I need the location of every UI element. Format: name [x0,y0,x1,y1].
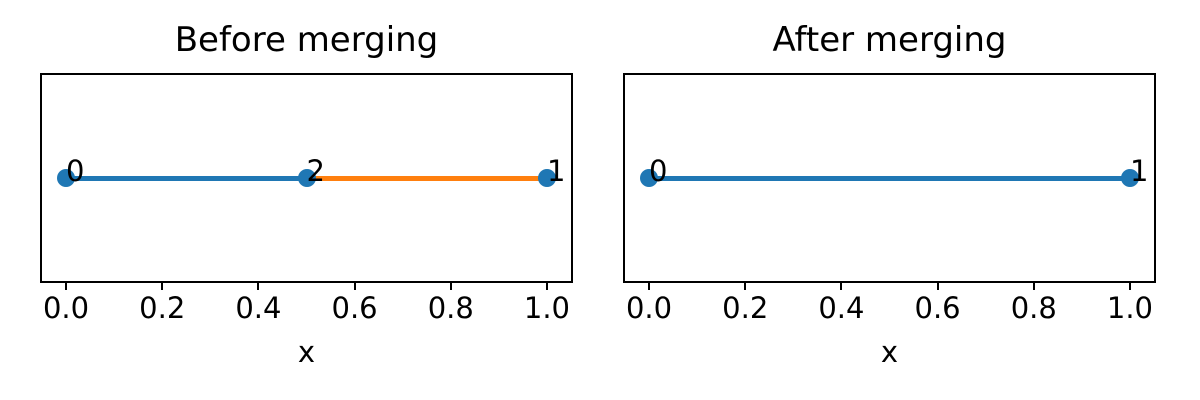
node-marker [297,169,316,187]
x-tick-label: 0.4 [818,291,865,325]
x-tick-label: 0.4 [235,291,282,325]
x-tick [840,281,843,290]
x-tick-label: 1.0 [1106,291,1154,325]
x-tick-label: 0.6 [914,291,961,325]
x-tick [1032,281,1035,290]
node-marker [537,169,556,187]
node-label: 1 [546,154,566,188]
axes-after: 0.0 0.2 0.4 0.6 0.8 1.0 0 1 [623,73,1156,323]
x-tick-label: 0.2 [139,291,186,325]
node-marker [1120,169,1139,187]
x-tick-label: 0.2 [722,291,769,325]
node-label: 0 [66,154,85,188]
x-tick [65,281,68,290]
x-tick [161,281,164,290]
x-axis-label-before: x [297,335,316,369]
x-tick [353,281,356,290]
x-tick-label: 0.6 [331,291,378,325]
axes-before: 0.0 0.2 0.4 0.6 0.8 1.0 0 2 1 [40,73,573,323]
x-tick-label: 0.8 [427,291,474,325]
x-tick [648,281,651,290]
plot-title-after: After merging [772,20,1007,60]
x-tick [257,281,260,290]
x-tick [936,281,939,290]
x-tick [744,281,747,290]
node-label: 2 [306,154,325,188]
x-tick [545,281,548,290]
node-label: 1 [1129,154,1149,188]
node-label: 0 [649,154,668,188]
line-segment [66,175,307,181]
line-segment [306,175,547,181]
line-segment [649,175,1130,181]
subplot-after-merging: After merging 0.0 0.2 0.4 0.6 0.8 1.0 0 1 x [623,0,1156,400]
plot-title-before: Before merging [174,20,439,60]
node-marker [57,169,76,187]
x-axis-label-after: x [880,335,899,369]
x-tick-label: 1.0 [523,291,571,325]
node-marker [640,169,659,187]
x-tick [449,281,452,290]
x-tick-label: 0.8 [1010,291,1057,325]
subplot-before-merging: Before merging 0.0 0.2 0.4 0.6 0.8 1.0 0 2 1 x [40,0,573,400]
x-tick-label: 0.0 [42,291,90,325]
x-tick [1128,281,1131,290]
x-tick-label: 0.0 [625,291,673,325]
